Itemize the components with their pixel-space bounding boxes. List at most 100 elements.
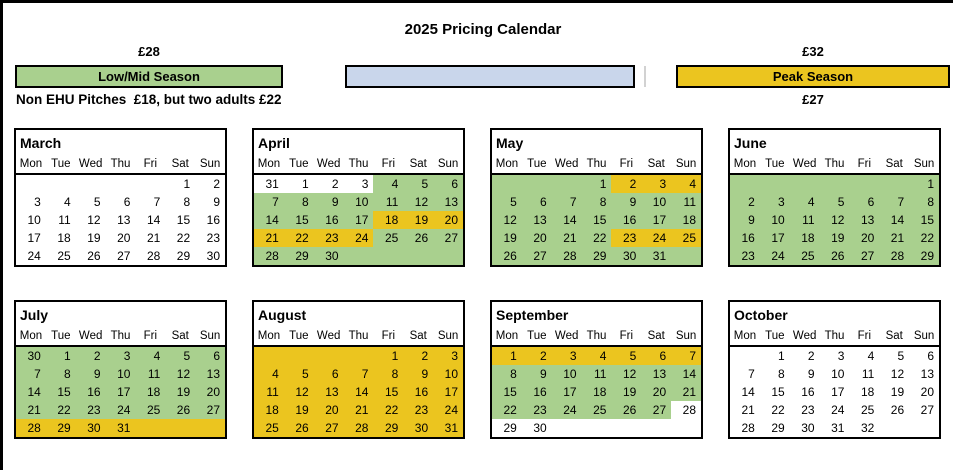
date-cell: 25 [373, 229, 404, 247]
date-cell: 28 [879, 247, 910, 265]
date-cell [254, 347, 284, 365]
date-cell: 1 [373, 347, 404, 365]
day-header: Sun [675, 158, 697, 170]
date-row: 28 29 30 31 32 [730, 419, 940, 437]
date-cell: 17 [551, 383, 582, 401]
date-cell: 26 [819, 247, 850, 265]
date-cell: 26 [403, 229, 434, 247]
date-cell: 14 [879, 211, 910, 229]
date-cell: 27 [433, 229, 464, 247]
date-cell: 18 [254, 401, 284, 419]
date-cell: 13 [195, 365, 226, 383]
date-cell: 1 [45, 347, 76, 365]
date-cell: 31 [433, 419, 464, 437]
day-header: Thu [348, 158, 369, 170]
date-row: 21 22 23 24 25 26 27 [16, 401, 226, 419]
month-august: August Mon Tue Wed Thu Fri Sat Sun 1 2 3 4 5 6 7 8 9 10 11… [252, 300, 465, 439]
day-header: Mon [733, 330, 757, 342]
date-cell: 26 [611, 401, 642, 419]
date-cell [373, 247, 404, 265]
date-cell: 30 [521, 419, 552, 437]
day-header: Fri [857, 158, 872, 170]
month-title: September [496, 307, 569, 323]
date-cell: 30 [195, 247, 226, 265]
date-cell: 5 [283, 365, 314, 383]
date-row: 9 10 11 12 13 14 15 [730, 211, 940, 229]
day-header: Mon [19, 158, 43, 170]
date-cell: 27 [521, 247, 552, 265]
date-cell: 9 [313, 193, 344, 211]
date-cell: 7 [730, 365, 760, 383]
date-cell: 21 [135, 229, 166, 247]
day-header: Sun [675, 330, 697, 342]
mid-season-legend-box [345, 65, 635, 88]
date-cell [849, 175, 880, 193]
date-cell: 1 [492, 347, 522, 365]
date-row: 18 19 20 21 22 23 24 [254, 401, 464, 419]
date-cell: 9 [75, 365, 106, 383]
date-cell: 5 [165, 347, 196, 365]
date-row: 16 17 18 19 20 21 22 [730, 229, 940, 247]
day-header: Wed [316, 158, 341, 170]
date-cell: 23 [611, 229, 642, 247]
date-cell [195, 419, 226, 437]
month-october: October Mon Tue Wed Thu Fri Sat Sun 1 2 3 4 5 6 7 8 9 10 1… [728, 300, 941, 439]
month-april: April Mon Tue Wed Thu Fri Sat Sun 31 1 2 3 4 5 6 7 8 9 10 1… [252, 128, 465, 267]
month-title: May [496, 135, 524, 151]
month-march: March Mon Tue Wed Thu Fri Sat Sun 1 2 3 4 5 6 7 8 9 10 11 1… [14, 128, 227, 267]
non-ehu-note: Non EHU Pitches £18, but two adults £22 [16, 92, 282, 107]
day-header: Tue [289, 158, 309, 170]
date-cell: 27 [195, 401, 226, 419]
date-cell: 16 [195, 211, 226, 229]
date-cell: 4 [373, 175, 404, 193]
date-cell: 4 [849, 347, 880, 365]
date-cell: 25 [135, 401, 166, 419]
day-header: Wed [78, 330, 103, 342]
date-cell: 14 [16, 383, 46, 401]
date-cell: 1 [283, 175, 314, 193]
date-row: 30 1 2 3 4 5 6 [16, 347, 226, 365]
date-cell: 7 [135, 193, 166, 211]
day-header-row: Mon Tue Wed Thu Fri Sat Sun [254, 328, 463, 347]
date-cell: 23 [789, 401, 820, 419]
date-cell: 13 [313, 383, 344, 401]
date-cell: 8 [165, 193, 196, 211]
day-header: Sat [409, 330, 427, 342]
date-cell: 23 [75, 401, 106, 419]
date-cell: 12 [492, 211, 522, 229]
peak-season-price-top: £32 [802, 44, 824, 59]
date-cell: 22 [759, 401, 790, 419]
date-cell: 24 [16, 247, 46, 265]
date-row: 25 26 27 28 29 30 31 [254, 419, 464, 437]
peak-season-label: Peak Season [772, 69, 854, 84]
day-header: Sun [199, 330, 221, 342]
date-row: 8 9 10 11 12 13 14 [492, 365, 702, 383]
date-cell: 18 [135, 383, 166, 401]
low-season-label: Low/Mid Season [98, 69, 200, 84]
date-row: 22 23 24 25 26 27 28 [492, 401, 702, 419]
date-cell: 9 [403, 365, 434, 383]
date-cell: 15 [45, 383, 76, 401]
date-cell: 24 [343, 229, 374, 247]
date-row: 15 16 17 18 19 20 21 [492, 383, 702, 401]
date-cell [283, 347, 314, 365]
date-row: 14 15 16 17 18 19 20 [254, 211, 464, 229]
date-row: 12 13 14 15 16 17 18 [492, 211, 702, 229]
date-cell: 28 [16, 419, 46, 437]
date-cell: 20 [195, 383, 226, 401]
date-cell: 4 [581, 347, 612, 365]
date-cell: 21 [343, 401, 374, 419]
date-row: 31 1 2 3 4 5 6 [254, 175, 464, 193]
date-cell: 27 [849, 247, 880, 265]
date-cell [45, 175, 76, 193]
month-title: July [20, 307, 49, 323]
date-cell: 3 [641, 175, 672, 193]
date-cell: 14 [730, 383, 760, 401]
date-cell: 20 [433, 211, 464, 229]
date-cell: 13 [641, 365, 672, 383]
date-cell: 9 [789, 365, 820, 383]
date-cell: 19 [492, 229, 522, 247]
date-cell: 22 [45, 401, 76, 419]
